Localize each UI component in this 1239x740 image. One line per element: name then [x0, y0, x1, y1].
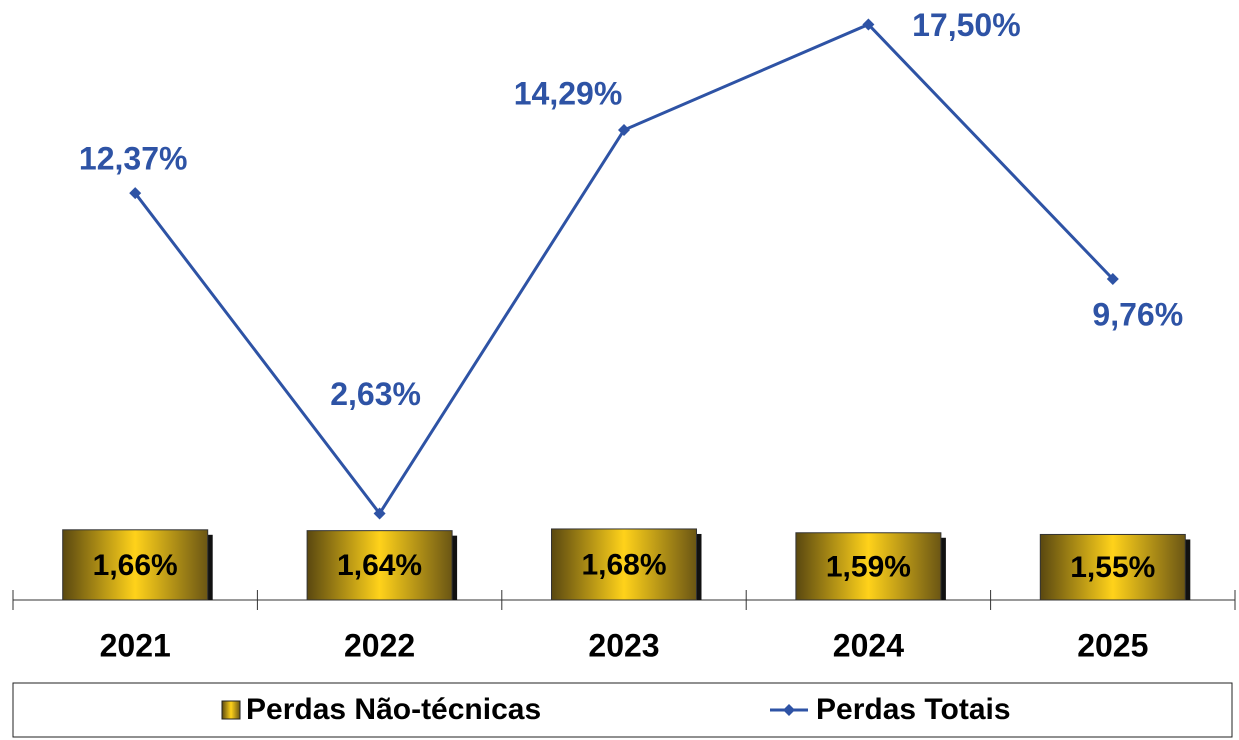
line-marker — [618, 124, 630, 137]
bar — [62, 529, 209, 601]
bar-label: 1,59% — [826, 550, 911, 583]
x-tick-label: 2023 — [588, 627, 659, 663]
x-tick-label: 2021 — [100, 627, 171, 663]
x-tick-label: 2024 — [833, 627, 904, 663]
line-marker — [373, 507, 386, 520]
line-label: 9,76% — [1092, 296, 1183, 332]
bar — [306, 530, 453, 601]
bar-label: 1,68% — [581, 548, 666, 581]
line-label: 2,63% — [330, 376, 421, 412]
legend-box — [12, 682, 1233, 738]
bar — [795, 532, 942, 601]
legend-swatch — [221, 700, 241, 720]
bar-label: 1,64% — [337, 549, 422, 582]
x-tick-label: 2022 — [344, 627, 415, 663]
line-label: 12,37% — [79, 141, 188, 177]
line-marker — [129, 187, 142, 200]
legend-label: Perdas Totais — [816, 693, 1011, 726]
legend-label: Perdas Não-técnicas — [246, 693, 541, 726]
legend-swatch — [783, 704, 795, 716]
bar-label: 1,55% — [1070, 551, 1155, 584]
line-label: 14,29% — [514, 75, 623, 111]
x-tick-label: 2025 — [1077, 627, 1148, 663]
bar — [551, 528, 697, 601]
line-label: 17,50% — [912, 7, 1021, 43]
line-marker — [1106, 273, 1119, 286]
line — [134, 22, 1114, 517]
line-marker — [862, 18, 875, 31]
bar — [1039, 533, 1186, 601]
bar-label: 1,66% — [93, 549, 178, 582]
